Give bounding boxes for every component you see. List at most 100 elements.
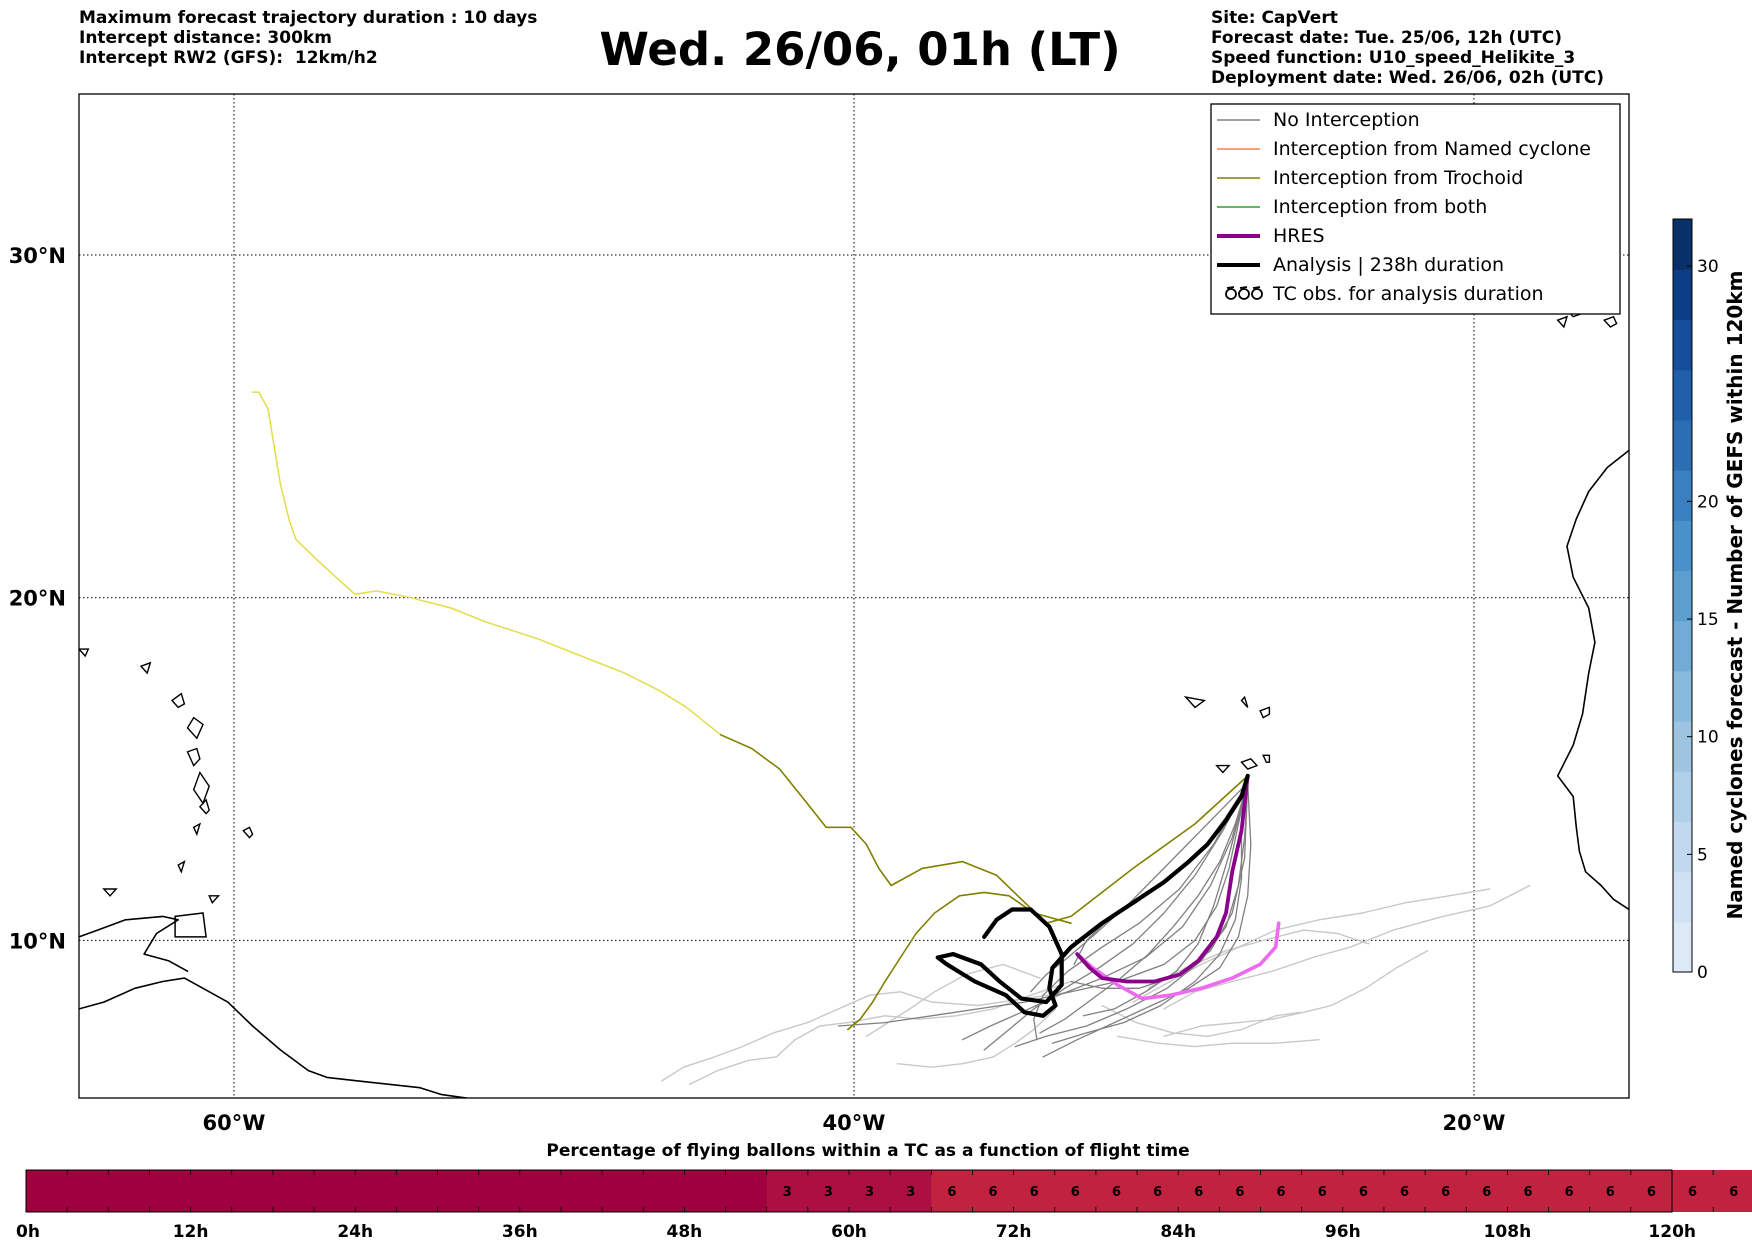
trochoid-interception-track — [719, 734, 1249, 924]
colorbar-segment — [1673, 721, 1692, 772]
flight-time-tick-label: 12h — [173, 1222, 209, 1241]
flight-time-cell — [1713, 1170, 1752, 1212]
ensemble-member-track-late — [1163, 950, 1429, 1037]
tc-obs-icon — [1225, 288, 1237, 300]
intercept-rw2-text: Intercept RW2 (GFS): 12km/h2 — [79, 48, 378, 68]
latitude-tick-label: 20°N — [9, 587, 66, 611]
colorbar-tick-label: 20 — [1697, 492, 1719, 512]
trochoid-interception-track-branch — [847, 891, 1072, 1031]
flight-time-bar-title: Percentage of flying ballons within a TC… — [546, 1141, 1189, 1161]
island-outline — [170, 692, 186, 709]
flight-time-cell — [519, 1170, 562, 1212]
flight-time-cell — [314, 1170, 356, 1212]
venezuela-coastline — [79, 915, 189, 972]
flight-time-cell-value: 6 — [1729, 1185, 1738, 1200]
island-outline — [177, 860, 186, 874]
colorbar-segment — [1673, 821, 1692, 873]
flight-time-cell — [1672, 1170, 1714, 1212]
flight-time-cell — [890, 1170, 932, 1212]
flight-time-cell — [478, 1170, 521, 1212]
flight-time-cell — [272, 1170, 315, 1212]
flight-time-cell — [1054, 1170, 1097, 1212]
ensemble-member-track-late — [896, 1008, 1057, 1068]
flight-time-cell — [1178, 1170, 1220, 1212]
ensemble-member-track — [1051, 782, 1249, 1044]
legend-entry-label: Interception from Trochoid — [1273, 167, 1523, 189]
flight-time-cell — [725, 1170, 768, 1212]
flight-time-tick-label: 120h — [1648, 1222, 1696, 1241]
colorbar-frame — [1672, 218, 1693, 973]
ensemble-member-track — [961, 782, 1249, 1041]
ensemble-member-track — [983, 782, 1249, 1051]
flight-time-cell — [1589, 1170, 1632, 1212]
flight-time-cell — [560, 1170, 603, 1212]
flight-time-cell — [602, 1170, 644, 1212]
flight-time-cell-value: 3 — [824, 1185, 833, 1200]
flight-time-cell-value: 6 — [1235, 1185, 1244, 1200]
flight-time-cell — [1013, 1170, 1056, 1212]
flight-time-cell-value: 6 — [1606, 1185, 1615, 1200]
colorbar-segment — [1673, 219, 1692, 270]
island-outline — [192, 822, 202, 837]
legend-entry-label: No Interception — [1273, 109, 1420, 131]
colorbar-tick-label: 0 — [1697, 963, 1708, 983]
site-info: Site: CapVert Forecast date: Tue. 25/06,… — [1211, 8, 1604, 88]
flight-time-tick-label: 72h — [996, 1222, 1032, 1241]
tc-obs-icon-tail — [1239, 286, 1248, 289]
flight-time-cell-value: 6 — [1482, 1185, 1491, 1200]
island-outline — [186, 716, 204, 740]
west-africa-coastline — [1556, 449, 1629, 911]
colorbar-segment — [1673, 369, 1692, 421]
colorbar-tick-label: 15 — [1697, 610, 1719, 630]
map-frame — [78, 93, 1630, 1099]
flight-time-cell-value: 3 — [906, 1185, 915, 1200]
island-outline — [1648, 293, 1667, 310]
flight-time-cell-value: 6 — [1565, 1185, 1574, 1200]
flight-time-cell-value: 6 — [1194, 1185, 1203, 1200]
legend: No Interception Interception from Named c… — [1210, 103, 1621, 315]
flight-time-cell — [231, 1170, 274, 1212]
flight-time-cell-value: 6 — [1441, 1185, 1450, 1200]
flight-time-cell — [1137, 1170, 1179, 1212]
flight-time-cell — [149, 1170, 192, 1212]
island-outline — [1602, 315, 1618, 328]
flight-time-cell — [1466, 1170, 1508, 1212]
latitude-tick-label: 30°N — [9, 244, 66, 268]
ensemble-member-track-late — [1163, 884, 1531, 1010]
legend-entry-label: Interception from both — [1273, 196, 1487, 218]
deployment-date-text: Deployment date: Wed. 26/06, 02h (UTC) — [1211, 68, 1605, 88]
flight-time-tick-label: 24h — [337, 1222, 373, 1241]
island-outline — [139, 661, 152, 675]
flight-time-cell — [849, 1170, 891, 1212]
flight-time-tick-label: 60h — [831, 1222, 867, 1241]
island-outline — [192, 770, 210, 805]
ensemble-member-track — [1082, 782, 1249, 1017]
forecast-parameters: Maximum forecast trajectory duration : 1… — [79, 8, 537, 68]
island-outline — [1259, 706, 1271, 719]
colorbar-segment — [1673, 419, 1692, 471]
legend-entry-label: TC obs. for analysis duration — [1272, 283, 1544, 305]
ensemble-member-track-late — [661, 991, 1072, 1082]
site-text: Site: CapVert — [1211, 8, 1338, 28]
flight-time-tick-label: 0h — [16, 1222, 40, 1241]
flight-time-cell — [1507, 1170, 1550, 1212]
island-outline — [1215, 764, 1231, 774]
colorbar-segment — [1673, 670, 1692, 722]
flight-time-cell-value: 6 — [988, 1185, 997, 1200]
flight-time-cell — [643, 1170, 685, 1212]
ensemble-member-track-late — [689, 980, 1072, 1085]
tc-obs-icon-tail — [1226, 286, 1235, 289]
page-title: Wed. 26/06, 01h (LT) — [599, 23, 1121, 76]
ensemble-member-track — [1033, 782, 1249, 1041]
legend-box — [1210, 103, 1621, 315]
flight-time-cell-value: 3 — [783, 1185, 792, 1200]
hres-track — [1075, 774, 1250, 984]
map-panel: 60°W 40°W 20°W 10°N 20°N 30°N No Interception… — [9, 93, 1667, 1135]
flight-time-cell-value: 6 — [1359, 1185, 1368, 1200]
flight-time-cell — [1383, 1170, 1426, 1212]
colorbar-segment — [1673, 520, 1692, 571]
flight-time-cell-value: 6 — [1030, 1185, 1039, 1200]
flight-time-cell-value: 6 — [1153, 1185, 1162, 1200]
